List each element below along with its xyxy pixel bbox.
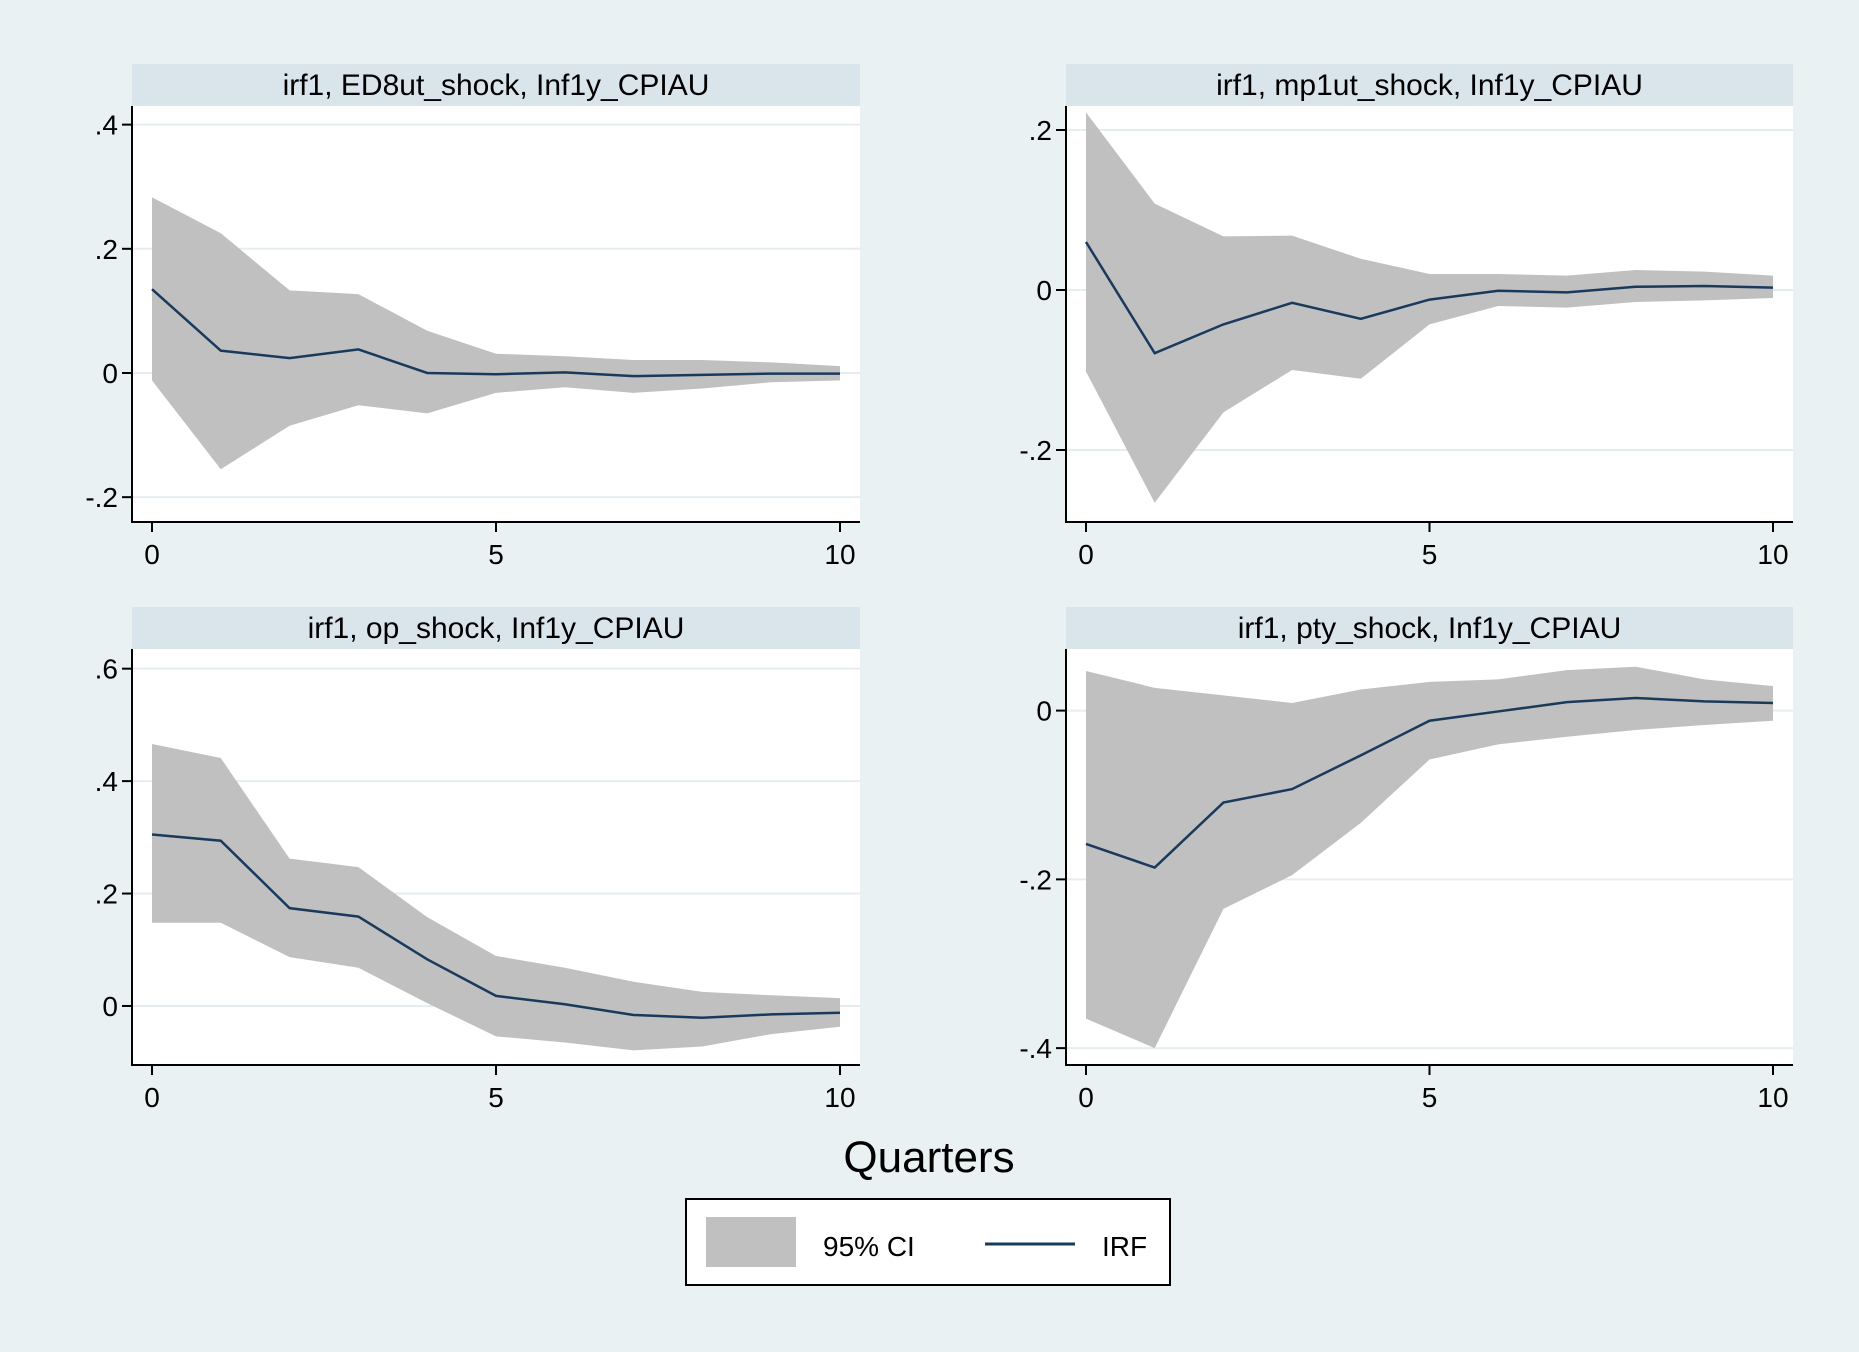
x-tick-label: 5 bbox=[488, 1082, 504, 1113]
panel-title: irf1, mp1ut_shock, Inf1y_CPIAU bbox=[1216, 69, 1643, 102]
irf-panel-3: irf1, op_shock, Inf1y_CPIAU 0 .2 .4 .6 0 5 10 bbox=[95, 607, 860, 1113]
y-tick-label: .4 bbox=[95, 110, 118, 141]
x-tick-label: 0 bbox=[144, 1082, 160, 1113]
legend-irf-label: IRF bbox=[1102, 1231, 1147, 1262]
y-tick-label: 0 bbox=[1036, 696, 1052, 727]
ci-band bbox=[1086, 666, 1773, 1049]
ci-band bbox=[152, 197, 840, 470]
panels: irf1, ED8ut_shock, Inf1y_CPIAU -.2 0 .2 .4 0 5… bbox=[85, 64, 1793, 1113]
irf-line bbox=[151, 288, 840, 378]
x-tick-label: 10 bbox=[1757, 1082, 1788, 1113]
ci-band bbox=[152, 744, 840, 1051]
y-tick-label: .2 bbox=[95, 234, 118, 265]
x-tick-label: 5 bbox=[488, 539, 504, 570]
x-tick-label: 10 bbox=[824, 539, 855, 570]
x-tick-label: 0 bbox=[1078, 1082, 1094, 1113]
irf-panel-4: irf1, pty_shock, Inf1y_CPIAU -.4 -.2 0 0 5 10 bbox=[1019, 607, 1793, 1113]
y-tick-label: 0 bbox=[1036, 275, 1052, 306]
x-tick-label: 5 bbox=[1422, 539, 1438, 570]
y-tick-label: 0 bbox=[102, 358, 118, 389]
legend-ci-swatch bbox=[706, 1217, 796, 1267]
irf-line bbox=[151, 833, 841, 1020]
panel-title-bar bbox=[1066, 64, 1793, 106]
y-tick-label: .2 bbox=[1029, 115, 1052, 146]
panel-title: irf1, op_shock, Inf1y_CPIAU bbox=[308, 612, 685, 645]
legend-ci-label: 95% CI bbox=[823, 1231, 915, 1262]
irf-line bbox=[1084, 241, 1774, 355]
y-tick-label: .4 bbox=[95, 766, 118, 797]
y-tick-label: 0 bbox=[102, 991, 118, 1022]
y-tick-label: -.2 bbox=[85, 482, 118, 513]
x-axis-title: Quarters bbox=[843, 1133, 1014, 1182]
panel-title-bar bbox=[132, 607, 860, 649]
irf-panel-1: irf1, ED8ut_shock, Inf1y_CPIAU -.2 0 .2 .4 0 5… bbox=[85, 64, 860, 570]
y-tick-label: -.4 bbox=[1019, 1033, 1052, 1064]
ci-band bbox=[1086, 112, 1773, 503]
panel-title: irf1, pty_shock, Inf1y_CPIAU bbox=[1238, 612, 1622, 645]
panel-title-bar bbox=[132, 64, 860, 106]
x-tick-label: 10 bbox=[824, 1082, 855, 1113]
y-tick-label: -.2 bbox=[1019, 435, 1052, 466]
y-tick-label: .2 bbox=[95, 879, 118, 910]
y-tick-label: .6 bbox=[95, 654, 118, 685]
x-tick-label: 0 bbox=[1078, 539, 1094, 570]
panel-title: irf1, ED8ut_shock, Inf1y_CPIAU bbox=[283, 69, 710, 102]
irf-line bbox=[1085, 696, 1774, 869]
x-tick-label: 5 bbox=[1422, 1082, 1438, 1113]
panel-title-bar bbox=[1066, 607, 1793, 649]
x-tick-label: 10 bbox=[1757, 539, 1788, 570]
y-tick-label: -.2 bbox=[1019, 864, 1052, 895]
irf-panel-2: irf1, mp1ut_shock, Inf1y_CPIAU -.2 0 .2 0 5 10 bbox=[1019, 64, 1793, 570]
legend: 95% CI IRF bbox=[685, 1198, 1171, 1286]
x-tick-label: 0 bbox=[144, 539, 160, 570]
